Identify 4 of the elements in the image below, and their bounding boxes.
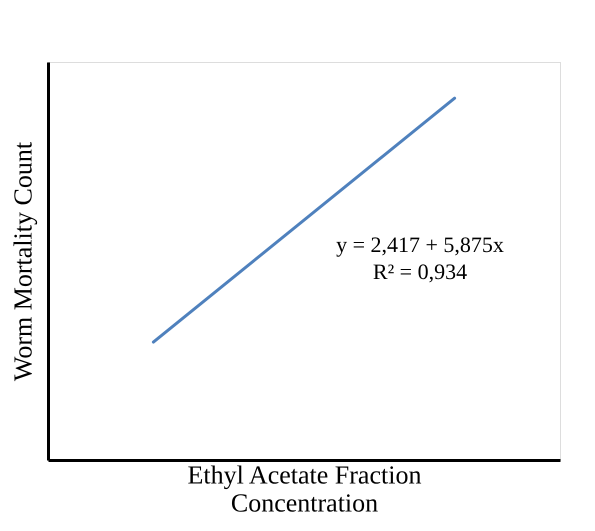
- annotation: y = 2,417 + 5,875x: [336, 232, 504, 257]
- x-axis-title: Ethyl Acetate Fraction Concentration: [188, 460, 422, 518]
- annotation: R² = 0,934: [372, 259, 468, 284]
- y-axis-title: Worm Mortality Count: [8, 141, 38, 382]
